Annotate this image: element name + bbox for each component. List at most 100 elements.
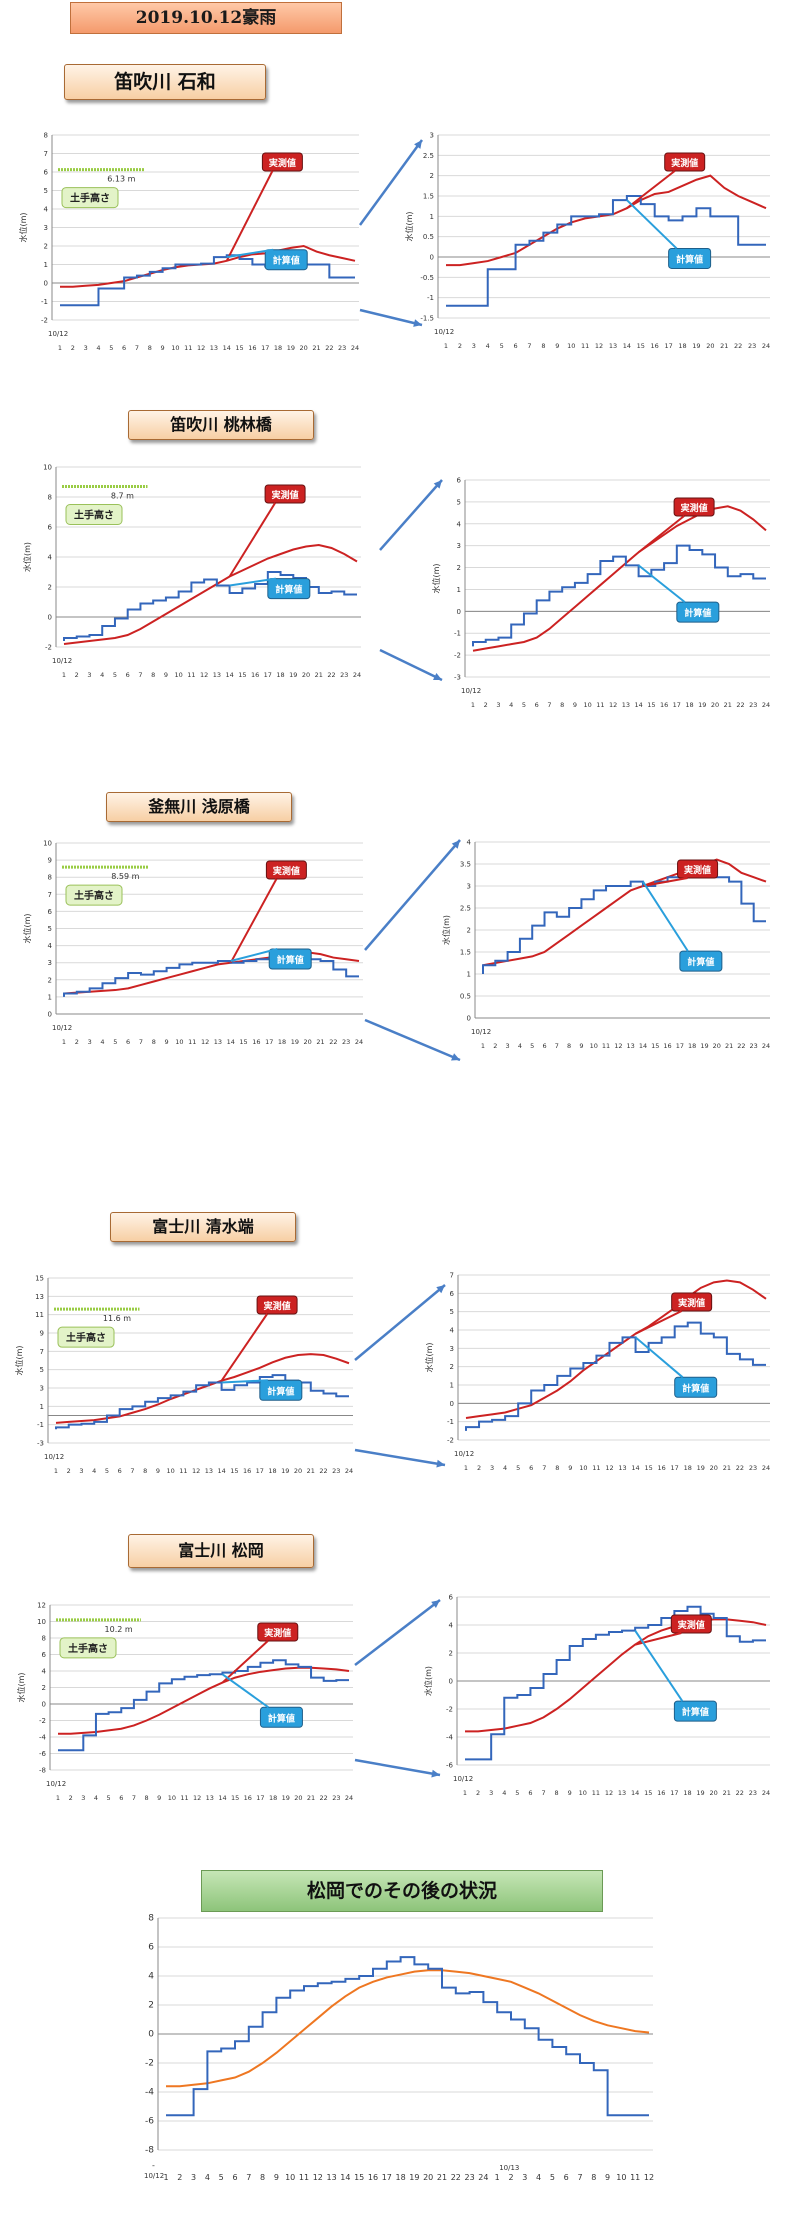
x-tick-label: 13 — [622, 701, 630, 709]
x-tick-label: 11 — [184, 344, 192, 352]
x-tick-label: 16 — [248, 344, 256, 352]
x-tick-label: 13 — [618, 1789, 626, 1797]
computed-callout: 計算値 — [221, 1379, 303, 1401]
x-tick-label: 20 — [711, 701, 719, 709]
x-tick-label: 23 — [749, 1464, 757, 1472]
y-tick-label: 6 — [42, 1651, 47, 1659]
measured-callout-box — [264, 484, 306, 504]
measured-callout-label: 実測値 — [678, 1297, 705, 1309]
x-tick-label: 10 — [168, 1794, 176, 1802]
y-axis-label: 水位(m) — [424, 1342, 434, 1372]
y-tick-label: 3 — [48, 959, 52, 967]
x-tick-label: 3 — [489, 1789, 493, 1797]
y-tick-label: 5 — [48, 925, 52, 933]
x-tick-label: 8 — [560, 701, 564, 709]
computed-callout-pointer — [221, 1379, 268, 1384]
zoom-arrow-head — [413, 319, 422, 327]
y-tick-label: 6 — [48, 524, 53, 532]
x-tick-label: 21 — [316, 1038, 324, 1046]
zoom-arrow-10 — [354, 1758, 441, 1777]
y-tick-label: 2.5 — [460, 905, 471, 913]
x-tick-label: 17 — [256, 1467, 264, 1475]
x-tick-label: 12 — [605, 1464, 613, 1472]
x-tick-label: 17 — [673, 701, 681, 709]
x-tick-label: 10 — [175, 1038, 183, 1046]
x-tick-label: 10 — [175, 671, 183, 679]
y-tick-label: 3 — [430, 132, 434, 140]
x-tick-label: 16 — [252, 1038, 260, 1046]
computed-callout-pointer — [226, 248, 274, 259]
measured-callout-label: 実測値 — [671, 157, 698, 169]
x-tick-label: 7 — [138, 671, 142, 679]
y-tick-label: 0 — [449, 1678, 453, 1686]
y-tick-label: 3 — [457, 542, 461, 550]
x-tick-label: 12 — [595, 342, 603, 350]
measured-callout-pointer — [220, 1313, 268, 1382]
x-tick-label: 15 — [238, 671, 246, 679]
x-tick-label: 21 — [724, 701, 732, 709]
x-tick-label: 3 — [84, 344, 88, 352]
x-tick-label: 4 — [94, 1794, 98, 1802]
y-tick-label: 1 — [457, 586, 461, 594]
x-tick-label: 1 — [495, 2173, 500, 2182]
x-tick-label: 4 — [100, 1038, 104, 1046]
y-tick-label: -8 — [145, 2146, 154, 2156]
y-tick-label: 8 — [42, 1635, 46, 1643]
computed-callout-box — [676, 601, 720, 623]
series-line-measured — [482, 858, 767, 967]
x-tick-label: 10 — [171, 344, 179, 352]
x-tick-label: 8 — [144, 1794, 148, 1802]
river-badge-shimizubata: 富士川 清水端 — [110, 1212, 296, 1242]
y-tick-label: 4 — [48, 554, 53, 562]
y-tick-label: 13 — [35, 1293, 44, 1301]
x-tick-label: 18 — [683, 1789, 691, 1797]
y-tick-label: 1 — [44, 261, 48, 269]
x-tick-label: 7 — [547, 701, 551, 709]
x-tick-label: 22 — [734, 342, 742, 350]
x-tick-label: 18 — [268, 1467, 276, 1475]
page-title: 2019.10.12豪雨 — [70, 2, 342, 34]
y-tick-label: 8 — [48, 494, 52, 502]
y-tick-label: 2 — [430, 172, 434, 180]
x-tick-label: 13 — [206, 1794, 214, 1802]
y-tick-label: 0 — [450, 1400, 454, 1408]
measured-callout-pointer — [221, 1640, 269, 1684]
computed-callout-pointer — [634, 1630, 684, 1702]
y-tick-label: -4 — [446, 1734, 454, 1742]
levee-value-label: 8.59 m — [111, 872, 139, 881]
x-axis-date-label: 10/12 — [144, 2172, 164, 2180]
x-tick-label: 7 — [139, 1038, 143, 1046]
x-tick-label: 2 — [75, 671, 79, 679]
computed-callout-label: 計算値 — [267, 1385, 294, 1397]
x-tick-label: 2 — [508, 2173, 513, 2182]
x-tick-label: 20 — [710, 1789, 718, 1797]
computed-callout: 計算値 — [226, 248, 308, 271]
computed-callout: 計算値 — [637, 564, 720, 623]
x-tick-label: 3 — [191, 2173, 196, 2182]
computed-callout-label: 計算値 — [273, 255, 300, 267]
x-tick-label: 4 — [503, 1464, 507, 1472]
x-tick-label: 23 — [332, 1467, 340, 1475]
computed-callout-box — [264, 249, 308, 271]
y-tick-label: 6 — [449, 1594, 454, 1602]
x-axis-date-label: 10/12 — [48, 330, 68, 338]
y-tick-label: -3 — [454, 674, 461, 682]
y-tick-label: 5 — [457, 498, 461, 506]
x-tick-label: 1 — [58, 344, 62, 352]
x-tick-label: 6 — [564, 2173, 569, 2182]
x-tick-label: 20 — [713, 1042, 721, 1050]
zoom-arrow-2 — [359, 308, 423, 327]
series-line-computed — [465, 1321, 766, 1431]
river-badge-tourinbashi: 笛吹川 桃林橋 — [128, 410, 314, 440]
x-axis-date-label: 10/12 — [454, 1450, 474, 1458]
x-tick-label: 16 — [243, 1467, 251, 1475]
y-tick-label: 9 — [40, 1330, 44, 1338]
x-tick-label: 12 — [192, 1467, 200, 1475]
x-tick-label: 18 — [276, 671, 284, 679]
x-tick-label: 4 — [92, 1467, 96, 1475]
x-tick-label: 24 — [762, 1464, 770, 1472]
measured-callout-box — [265, 860, 307, 880]
y-tick-label: -2 — [447, 1437, 454, 1445]
levee-callout-box — [59, 1637, 117, 1659]
